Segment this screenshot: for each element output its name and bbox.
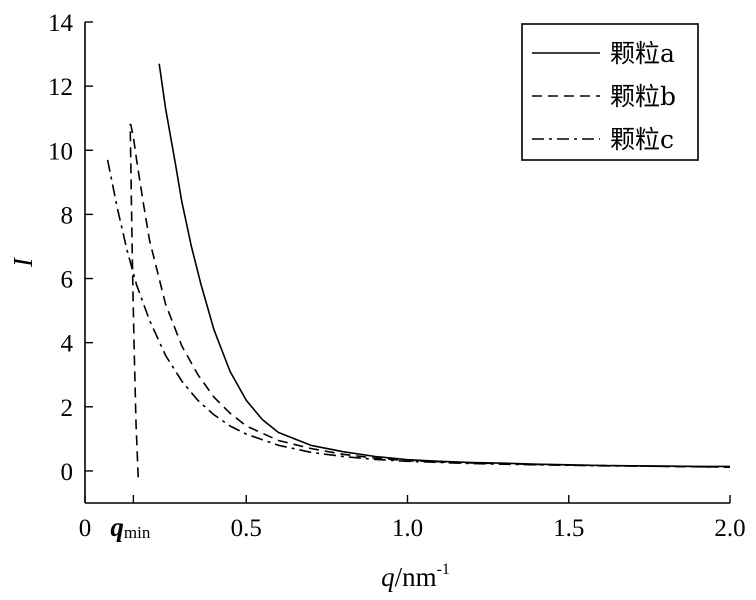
qmin-label: qmin	[110, 512, 150, 542]
x-tick-label: 2.0	[714, 515, 745, 542]
legend-label-b: 颗粒b	[610, 82, 676, 111]
qmin-sub: min	[124, 523, 151, 542]
y-tick-label: 10	[48, 138, 73, 165]
y-tick-label: 2	[61, 395, 74, 422]
legend-label-a: 颗粒a	[610, 39, 675, 68]
x-tick-label: 1.5	[553, 515, 584, 542]
y-tick-label: 12	[48, 74, 73, 101]
plot-area	[106, 63, 731, 478]
y-tick-label: 0	[61, 459, 74, 486]
x-tick-label: 1.0	[392, 515, 423, 542]
legend-label-c: 颗粒c	[610, 125, 674, 154]
x-axis-unit-sup: -1	[437, 561, 450, 578]
legend: 颗粒a 颗粒b 颗粒c	[521, 23, 699, 161]
qmin-base: q	[110, 512, 124, 542]
x-axis-label: q/nm-1	[381, 561, 450, 592]
y-tick-label: 6	[61, 267, 74, 294]
series-line-c	[106, 159, 731, 468]
y-tick-label: 8	[61, 202, 74, 229]
x-axis-var: q	[381, 562, 395, 592]
series-line-b	[129, 123, 731, 478]
y-tick-label: 14	[48, 10, 74, 37]
legend-box	[521, 23, 699, 161]
x-tick-label: 0.5	[231, 515, 262, 542]
y-axis-label: I	[8, 256, 38, 268]
x-tick-label: 0	[79, 515, 92, 542]
x-axis-unit: /nm	[395, 562, 437, 592]
y-tick-label: 4	[61, 331, 74, 358]
